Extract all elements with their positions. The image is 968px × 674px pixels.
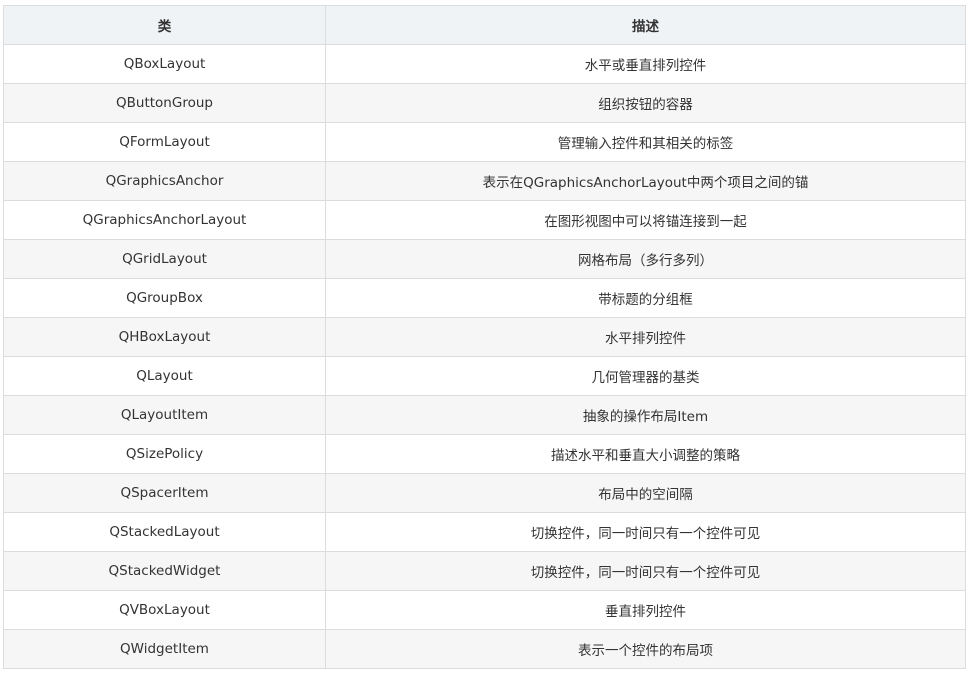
class-cell: QLayout: [3, 356, 326, 396]
description-cell: 带标题的分组框: [325, 278, 966, 318]
class-cell: QFormLayout: [3, 122, 326, 162]
table-row: QWidgetItem 表示一个控件的布局项: [3, 629, 966, 669]
header-description: 描述: [325, 5, 966, 45]
table-row: QHBoxLayout 水平排列控件: [3, 317, 966, 357]
class-cell: QButtonGroup: [3, 83, 326, 123]
table-row: QButtonGroup 组织按钮的容器: [3, 83, 966, 123]
description-cell: 表示一个控件的布局项: [325, 629, 966, 669]
table-row: QStackedWidget 切换控件，同一时间只有一个控件可见: [3, 551, 966, 591]
class-cell: QGraphicsAnchor: [3, 161, 326, 201]
layout-classes-table: 类 描述 QBoxLayout 水平或垂直排列控件 QButtonGroup 组织按钮…: [3, 5, 966, 669]
class-cell: QStackedWidget: [3, 551, 326, 591]
class-cell: QGraphicsAnchorLayout: [3, 200, 326, 240]
table-row: QBoxLayout 水平或垂直排列控件: [3, 44, 966, 84]
table-row: QLayout 几何管理器的基类: [3, 356, 966, 396]
table-row: QLayoutItem 抽象的操作布局Item: [3, 395, 966, 435]
description-cell: 切换控件，同一时间只有一个控件可见: [325, 551, 966, 591]
table-row: QGridLayout 网格布局（多行多列）: [3, 239, 966, 279]
description-cell: 描述水平和垂直大小调整的策略: [325, 434, 966, 474]
class-cell: QStackedLayout: [3, 512, 326, 552]
description-cell: 布局中的空间隔: [325, 473, 966, 513]
description-cell: 水平或垂直排列控件: [325, 44, 966, 84]
table-row: QGraphicsAnchor 表示在QGraphicsAnchorLayout中…: [3, 161, 966, 201]
description-cell: 垂直排列控件: [325, 590, 966, 630]
description-cell: 表示在QGraphicsAnchorLayout中两个项目之间的锚: [325, 161, 966, 201]
description-cell: 切换控件，同一时间只有一个控件可见: [325, 512, 966, 552]
class-cell: QSpacerItem: [3, 473, 326, 513]
class-cell: QSizePolicy: [3, 434, 326, 474]
class-cell: QLayoutItem: [3, 395, 326, 435]
description-cell: 组织按钮的容器: [325, 83, 966, 123]
class-cell: QHBoxLayout: [3, 317, 326, 357]
class-cell: QGroupBox: [3, 278, 326, 318]
description-cell: 水平排列控件: [325, 317, 966, 357]
table-row: QGraphicsAnchorLayout 在图形视图中可以将锚连接到一起: [3, 200, 966, 240]
class-cell: QWidgetItem: [3, 629, 326, 669]
class-cell: QBoxLayout: [3, 44, 326, 84]
description-cell: 管理输入控件和其相关的标签: [325, 122, 966, 162]
table-row: QGroupBox 带标题的分组框: [3, 278, 966, 318]
header-class: 类: [3, 5, 326, 45]
table-row: QVBoxLayout 垂直排列控件: [3, 590, 966, 630]
table-header-row: 类 描述: [3, 5, 966, 45]
class-cell: QVBoxLayout: [3, 590, 326, 630]
table-row: QSizePolicy 描述水平和垂直大小调整的策略: [3, 434, 966, 474]
table-row: QSpacerItem 布局中的空间隔: [3, 473, 966, 513]
description-cell: 在图形视图中可以将锚连接到一起: [325, 200, 966, 240]
table-row: QStackedLayout 切换控件，同一时间只有一个控件可见: [3, 512, 966, 552]
class-cell: QGridLayout: [3, 239, 326, 279]
description-cell: 网格布局（多行多列）: [325, 239, 966, 279]
description-cell: 抽象的操作布局Item: [325, 395, 966, 435]
table-row: QFormLayout 管理输入控件和其相关的标签: [3, 122, 966, 162]
description-cell: 几何管理器的基类: [325, 356, 966, 396]
